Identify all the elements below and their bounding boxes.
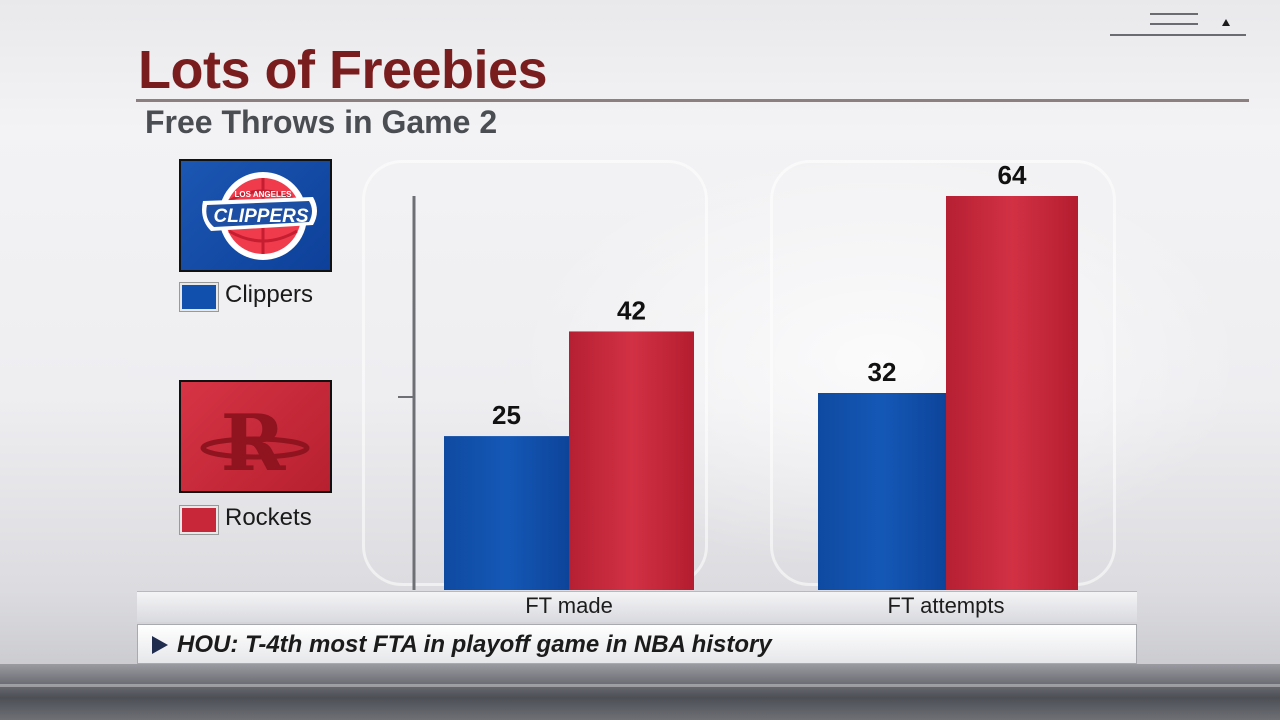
legend-label-rockets: Rockets xyxy=(225,504,312,531)
data-label-rockets-ft-made: 42 xyxy=(617,295,646,325)
clippers-logo-graphic: LOS ANGELES CLIPPERS xyxy=(202,172,317,260)
rockets-logo-mark: R xyxy=(221,398,287,489)
bar-clippers-ft-attempts xyxy=(818,393,946,590)
x-axis-band xyxy=(137,591,1137,622)
bar-clippers-ft-made xyxy=(444,436,569,590)
data-label-clippers-ft-made: 25 xyxy=(492,400,521,430)
triangle-up-icon xyxy=(1222,19,1230,26)
x-axis-label-ft-made: FT made xyxy=(525,593,613,618)
x-axis-label-ft-attempts: FT attempts xyxy=(887,593,1005,618)
floor-band xyxy=(0,664,1280,720)
clippers-logo: LOS ANGELES CLIPPERS xyxy=(179,159,332,272)
chart-subtitle: Free Throws in Game 2 xyxy=(145,104,498,140)
chart-title: Lots of Freebies xyxy=(138,40,548,100)
title-divider xyxy=(136,99,1249,102)
data-label-clippers-ft-attempts: 32 xyxy=(868,357,897,387)
rockets-logo: R xyxy=(179,380,332,493)
play-arrow-icon xyxy=(152,636,168,654)
legend-label-clippers: Clippers xyxy=(225,281,314,308)
legend-swatch-rockets xyxy=(180,506,218,534)
corner-menu-decoration xyxy=(1110,13,1246,36)
note-banner xyxy=(137,624,1137,664)
data-label-rockets-ft-attempts: 64 xyxy=(998,160,1027,190)
rockets-logo-graphic: R xyxy=(200,398,310,489)
bar-rockets-ft-made xyxy=(569,331,694,590)
legend-swatch-clippers xyxy=(180,283,218,311)
clippers-logo-wordmark: CLIPPERS xyxy=(213,206,308,227)
note-text: HOU: T-4th most FTA in playoff game in N… xyxy=(177,631,772,658)
bar-group: 25 42 32 64 xyxy=(444,160,1078,590)
bar-rockets-ft-attempts xyxy=(946,196,1078,590)
clippers-logo-city: LOS ANGELES xyxy=(234,190,292,199)
